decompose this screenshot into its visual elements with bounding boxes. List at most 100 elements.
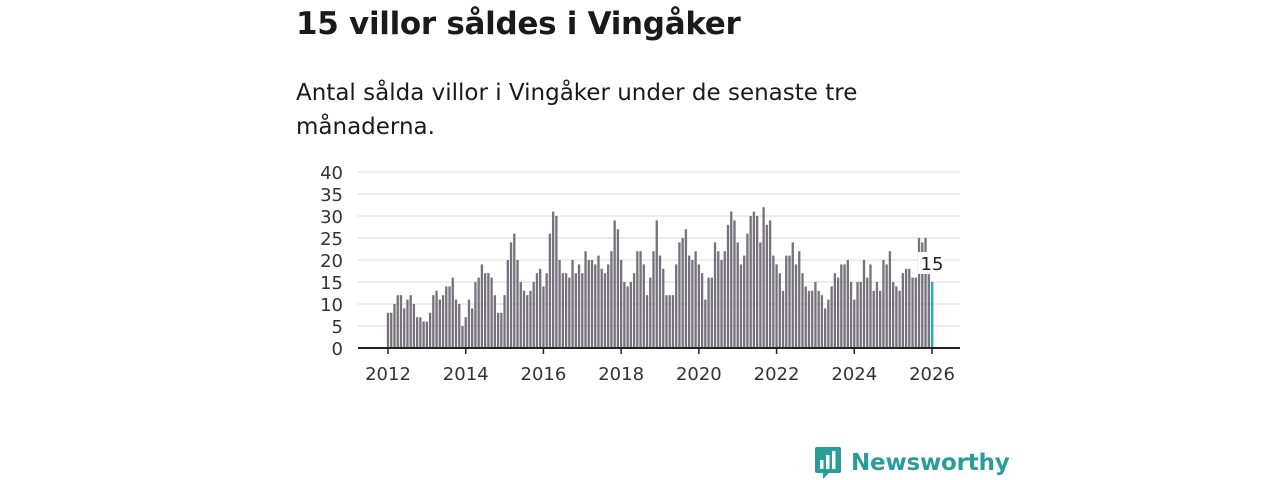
brand-logo: Newsworthy [814,446,1010,480]
bar [739,264,743,348]
bar [898,290,901,348]
bar [827,299,830,348]
bar [435,290,438,348]
bar [700,273,704,348]
y-tick-label: 35 [320,185,343,206]
y-tick-label: 30 [320,207,343,228]
bar [662,268,665,348]
bar [707,277,710,348]
bar [539,268,542,348]
bar [798,251,801,348]
bar [639,251,642,348]
bar [564,273,568,348]
bar [791,242,794,348]
bar [772,255,775,348]
bar [888,251,892,348]
bar [762,207,765,348]
bar [623,282,626,348]
bar [584,251,587,348]
bar [658,255,662,348]
y-tick-label: 40 [320,163,343,184]
bar [555,216,558,348]
bar [911,277,914,348]
bar [477,277,480,348]
bar [610,251,613,348]
bar [853,299,856,348]
bar [885,264,888,348]
bar [781,290,785,348]
bar [445,286,448,348]
bar [681,238,684,348]
bar [830,286,833,348]
bar [788,255,791,348]
bar [649,277,652,348]
bar [438,299,441,348]
bar [574,273,577,348]
bar [409,295,412,348]
bar [697,264,701,348]
bar [493,295,497,348]
bar [428,312,432,348]
bar [503,295,506,348]
bar [671,295,675,348]
bar [529,290,532,348]
bar [629,282,633,348]
bar [519,282,522,348]
bar [626,286,629,348]
bar [710,277,713,348]
bar [879,290,882,348]
bar [487,273,490,348]
bar [568,277,571,348]
bar [613,220,616,348]
bar [532,282,535,348]
bar [600,268,603,348]
bar [616,229,620,348]
bar [467,299,471,348]
x-tick-label: 2018 [598,364,644,385]
y-tick-label: 25 [320,229,343,250]
bar [765,224,769,348]
bar [474,282,477,348]
bar [713,242,717,348]
bar [509,242,513,348]
bar [908,268,911,348]
bar [794,264,798,348]
bar [785,255,788,348]
bar [691,260,694,348]
bar [717,251,720,348]
bar [811,290,814,348]
bar [655,220,658,348]
bar [419,317,422,348]
bar [642,264,645,348]
bar [577,264,581,348]
y-tick-label: 10 [320,295,343,316]
bar [862,260,866,348]
bar [399,295,403,348]
bar [723,251,726,348]
bar [464,317,467,348]
annotations: 15 [918,252,944,275]
bar [775,264,778,348]
bar [665,295,668,348]
bar [684,229,688,348]
bar [506,260,509,348]
bar [522,290,526,348]
bar [448,286,451,348]
bar [733,220,736,348]
bar [914,277,917,348]
bar [755,216,759,348]
bar [869,264,872,348]
bar [590,260,594,348]
bar [548,233,552,348]
bar [687,255,691,348]
bar [652,251,655,348]
bar [480,264,484,348]
bar [396,295,399,348]
bar [551,211,555,348]
bar [645,295,649,348]
bar [859,282,862,348]
bar [743,255,746,348]
y-tick-label: 15 [320,273,343,294]
